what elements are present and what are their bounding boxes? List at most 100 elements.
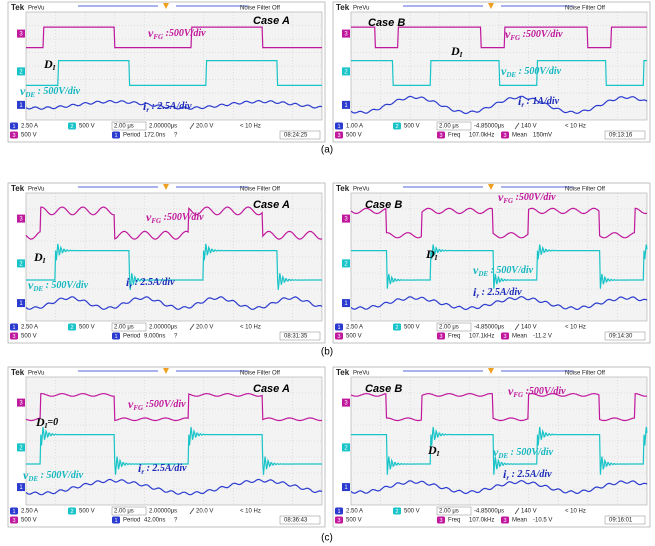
measurement-name: Freq	[448, 334, 460, 340]
trigger-position: -4.85000μs	[474, 509, 504, 515]
measurement-value: 172.0ns	[144, 133, 165, 139]
label-rest: :500V/div	[163, 28, 206, 39]
mode: PreVu	[28, 187, 44, 193]
ch3-scale: 500 V	[21, 518, 37, 524]
measurement-name: Mean	[512, 334, 527, 340]
timebase: 2.00 μs	[114, 124, 134, 130]
trace-label: DI=0	[35, 415, 58, 430]
label-rest: : 500V/div	[38, 470, 84, 481]
label-sub: FG	[151, 217, 161, 225]
case-label: Case B	[365, 383, 402, 395]
timebase: 2.00 μs	[114, 325, 134, 331]
filter-status: Noise Filter Off	[565, 187, 605, 193]
status-badge-label: 2	[395, 124, 398, 130]
scope-panel: TekPreVuNoise Filter Off123Case BvFG :50…	[333, 367, 650, 527]
label-main: D	[43, 57, 53, 71]
filter-status: Noise Filter Off	[565, 6, 605, 12]
ch3-scale: 500 V	[21, 133, 37, 139]
trigger-level: 20.0 V	[196, 325, 213, 331]
label-main: D	[35, 415, 45, 429]
measurement-value: -10.5 V	[533, 518, 552, 524]
label-main: D	[450, 44, 460, 58]
measurement-value: 42.00ns	[144, 518, 165, 524]
label-rest: : 2.5A/div	[479, 287, 522, 298]
ch1-scale: 2.50 A	[346, 509, 363, 515]
ch1-scale: 2.50 A	[21, 509, 38, 515]
status-badge-label: 2	[70, 509, 73, 515]
trace-label: ir : 2.5A/div	[126, 275, 175, 290]
mode: PreVu	[28, 371, 44, 377]
label-sub: FG	[153, 33, 163, 41]
measurement-value: 107.0kHz	[469, 518, 494, 524]
clock: 09:16:01	[609, 518, 633, 524]
label-sub: DE	[477, 270, 488, 278]
status-badge-label: 2	[70, 325, 73, 331]
ch3-scale: 500 V	[21, 334, 37, 340]
timebase: 2.00 μs	[439, 124, 459, 130]
label-sub: DE	[497, 452, 508, 460]
filter-status: Noise Filter Off	[240, 187, 280, 193]
measurement-value: 107.0kHz	[469, 133, 494, 139]
ch2-scale: 500 V	[79, 124, 95, 130]
status-badge-label: 3	[503, 518, 506, 524]
measurement-name: Freq	[448, 133, 460, 139]
ch1-scale: 1.00 A	[346, 124, 363, 130]
page: {"header":{"brand":"Tek","mode":"PreVu",…	[0, 0, 655, 546]
brand: Tek	[336, 184, 350, 193]
caption: (c)	[321, 533, 333, 544]
label-sub: DE	[32, 285, 43, 293]
label-rest: :500V/div	[520, 29, 563, 40]
status-badge-label: 2	[395, 509, 398, 515]
label-sub: FG	[510, 34, 520, 42]
label-rest: :500V/div	[143, 399, 186, 410]
clock: 08:24:25	[284, 133, 308, 139]
status-badge-label: 1	[114, 334, 117, 340]
status-badge-label: 3	[503, 133, 506, 139]
ch2-scale: 500 V	[404, 325, 420, 331]
label-sub: I	[52, 64, 56, 72]
brand: Tek	[336, 3, 350, 12]
ch1-scale: 2.50 A	[346, 325, 363, 331]
label-rest: : 2.5A/div	[144, 463, 187, 474]
label-rest: : 500V/div	[508, 447, 554, 458]
mode: PreVu	[353, 371, 369, 377]
label-rest: =0	[47, 417, 58, 428]
label-sub: FG	[503, 197, 513, 205]
status-badge-label: 1	[337, 124, 340, 130]
status-badge-label: 1	[12, 509, 15, 515]
clock: 09:13:16	[609, 133, 633, 139]
status-badge-label: 1	[12, 124, 15, 130]
status-badge-label: 2	[70, 124, 73, 130]
trigger-frequency: < 10 Hz	[240, 509, 261, 515]
label-rest: : 1A/div	[524, 96, 560, 107]
clock: 08:36:43	[284, 518, 308, 524]
label-rest: : 2.5A/div	[132, 277, 175, 288]
measurement-value: -11.2 V	[533, 334, 552, 340]
status-badge-label: 1	[337, 509, 340, 515]
clock: 09:14:30	[609, 334, 633, 340]
case-label: Case B	[368, 17, 405, 29]
label-rest: :500V/div	[513, 192, 556, 203]
case-label: Case A	[253, 15, 290, 27]
measurement-name: Mean	[512, 518, 527, 524]
trace-label: ir : 2.5A/div	[473, 285, 522, 300]
ch1-scale: 2.50 A	[21, 124, 38, 130]
trigger-level: 140 V	[521, 509, 537, 515]
measurement-value: 107.1kHz	[469, 334, 494, 340]
trigger-position: 2.00000μs	[149, 509, 177, 515]
caption: (a)	[321, 145, 333, 156]
ch2-scale: 500 V	[404, 509, 420, 515]
status-badge-label: 1	[114, 518, 117, 524]
mode: PreVu	[353, 6, 369, 12]
ch2-scale: 500 V	[404, 124, 420, 130]
status-badge-label: 2	[395, 325, 398, 331]
ch2-scale: 500 V	[79, 509, 95, 515]
measurement-name: Freq	[448, 518, 460, 524]
label-sub: I	[434, 254, 438, 262]
label-sub: FG	[513, 391, 523, 399]
case-label: Case A	[253, 199, 290, 211]
brand: Tek	[11, 3, 25, 12]
label-rest: : 2.5A/div	[149, 101, 192, 112]
